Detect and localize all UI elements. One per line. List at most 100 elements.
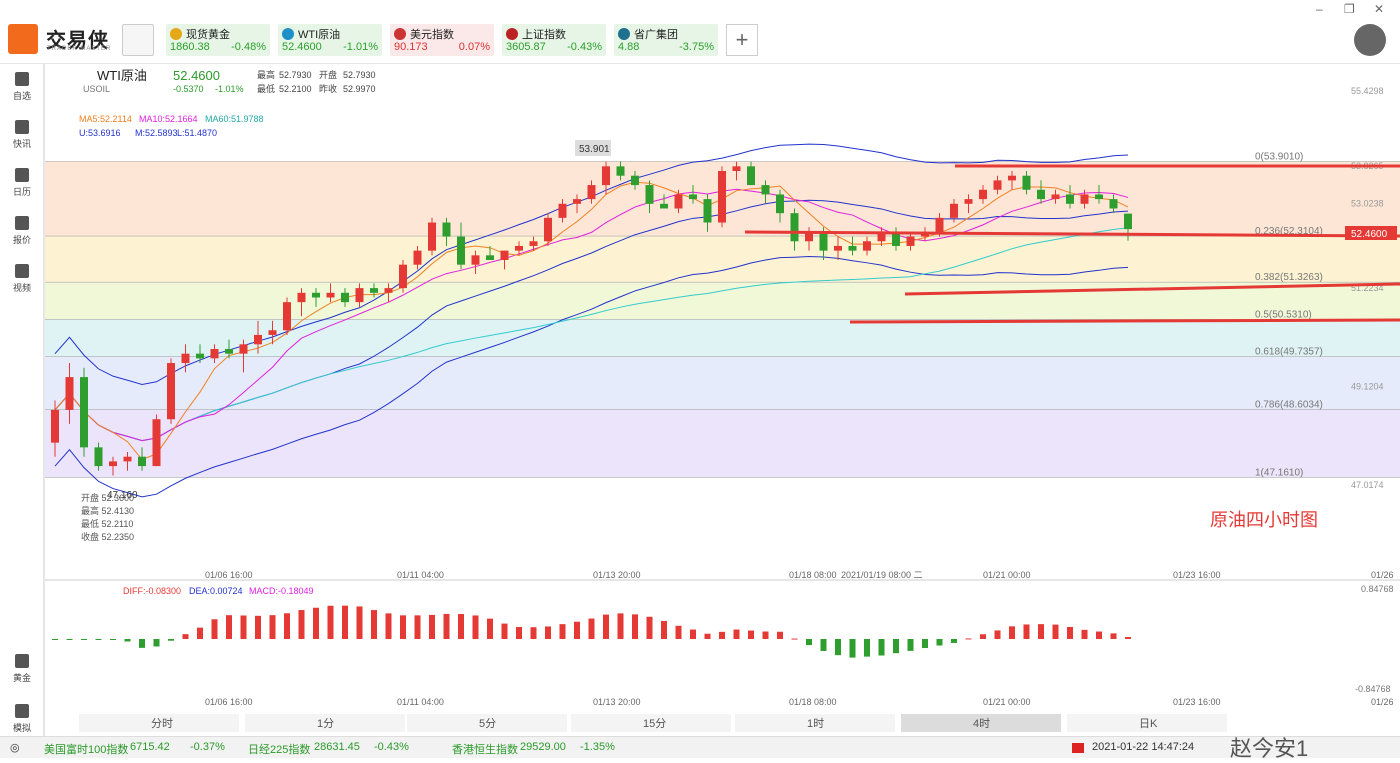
sidebar-item[interactable]: 模拟 (0, 704, 44, 734)
timeframe-label[interactable]: 4时 (973, 717, 990, 730)
ticker-card[interactable]: 省广集团 4.88 -3.75% (614, 24, 718, 56)
candle-body (703, 199, 712, 223)
timeframe-tab[interactable] (79, 714, 239, 732)
ticker-card[interactable]: WTI原油 52.4600 -1.01% (278, 24, 382, 56)
ticker-card[interactable]: 现货黄金 1860.38 -0.48% (166, 24, 270, 56)
ticker-icon (618, 28, 630, 40)
x-axis-label-lower: 01/06 16:00 (205, 697, 253, 707)
timeframe-label[interactable]: 15分 (643, 717, 666, 730)
macd-bar (777, 631, 783, 639)
footer-index-price: 28631.45 (314, 741, 360, 753)
sidebar-item[interactable]: 报价 (0, 216, 44, 246)
candle-body (964, 199, 973, 204)
candle-body (776, 194, 784, 214)
user-avatar[interactable] (1354, 24, 1386, 56)
timeframe-tab[interactable] (1067, 714, 1227, 732)
restore-icon[interactable]: ❐ (1344, 2, 1355, 16)
ticker-change: -0.43% (567, 41, 602, 53)
timeframe-label[interactable]: 1分 (317, 717, 334, 730)
ticker-card[interactable]: 美元指数 90.173 0.07% (390, 24, 494, 56)
timeframe-label[interactable]: 分时 (151, 717, 173, 730)
macd-bar (81, 639, 87, 640)
sidebar-icon (15, 168, 29, 182)
fib-label: 0.236(52.3104) (1255, 226, 1323, 237)
ma10-line (54, 188, 1129, 442)
timeframe-tab[interactable] (571, 714, 731, 732)
footer-index-name[interactable]: 美国富时100指数 (44, 744, 129, 756)
candle-body (399, 264, 407, 289)
macd-bar (1081, 629, 1088, 639)
footer-index-name[interactable]: 香港恒生指数 (452, 744, 518, 756)
macd-bar (342, 605, 348, 639)
macd-bar (139, 639, 145, 648)
minimize-icon[interactable]: – (1316, 2, 1323, 16)
macd-bar (820, 639, 827, 651)
ma5-line (54, 181, 1129, 461)
candle-body (529, 241, 538, 246)
timeframe-label[interactable]: 1时 (807, 717, 824, 730)
candle-body (370, 288, 378, 293)
timeframe-tab[interactable] (407, 714, 567, 732)
candle-body (1037, 189, 1045, 200)
candle-body (747, 166, 755, 186)
candle-body (210, 348, 219, 359)
symbol-change: -0.5370 (173, 84, 204, 94)
close-icon[interactable]: ✕ (1374, 2, 1385, 16)
headset-icon[interactable]: ◎ (10, 742, 20, 754)
macd-bar (530, 627, 537, 639)
macd-bar (893, 639, 899, 654)
candle-body (848, 245, 857, 251)
macd-bar (907, 639, 914, 651)
ma-legend: U:53.6916 (79, 128, 121, 138)
candle-body (1109, 199, 1118, 209)
macd-bar (1067, 627, 1073, 639)
ticker-change: -1.01% (343, 41, 378, 53)
sidebar-item[interactable]: 自选 (0, 72, 44, 102)
sidebar-item[interactable]: 快讯 (0, 120, 44, 150)
ma60-line (54, 227, 1129, 442)
macd-bar (211, 619, 218, 639)
ticker-change: -3.75% (679, 41, 714, 53)
chart-area[interactable]: 0(53.9010) 0.236(52.3104) 0.382(51.3263) 0.… (44, 64, 1400, 736)
candle-body (602, 166, 610, 186)
sidebar-item[interactable]: 黄金 (0, 654, 44, 684)
fib-label: 0.786(48.6034) (1255, 400, 1323, 411)
macd-bar (1110, 633, 1117, 639)
peak-label: 53.901 (579, 144, 610, 155)
macd-bar (458, 614, 464, 639)
candle-body (471, 255, 480, 265)
candle-body (326, 292, 335, 298)
candle-body (80, 377, 88, 448)
add-ticker-button[interactable]: + (726, 24, 758, 56)
timeframe-tab[interactable] (901, 714, 1061, 732)
candle-body (500, 250, 509, 261)
candle-body (718, 171, 726, 223)
candle-body (515, 245, 523, 251)
grid-view-button[interactable] (122, 24, 154, 56)
timeframe-tab[interactable] (735, 714, 895, 732)
timeframe-label[interactable]: 5分 (479, 717, 496, 730)
macd-bar (980, 634, 986, 639)
x-axis-label-lower: 01/21 00:00 (983, 697, 1031, 707)
timeframe-label[interactable]: 日K (1139, 718, 1158, 730)
sidebar-item[interactable]: 视频 (0, 264, 44, 294)
ticker-icon (282, 28, 294, 40)
candle-body (993, 180, 1002, 190)
timeframe-tab[interactable] (245, 714, 405, 732)
candle-body (428, 222, 436, 251)
x-axis-label: 01/06 16:00 (205, 570, 253, 580)
logo-icon (8, 24, 38, 54)
footer-index-name[interactable]: 日经225指数 (248, 744, 311, 756)
ticker-card[interactable]: 上证指数 3605.87 -0.43% (502, 24, 606, 56)
macd-bar (791, 638, 798, 640)
ticker-name: 现货黄金 (186, 29, 230, 41)
candle-body (457, 236, 465, 265)
sidebar-item[interactable]: 日历 (0, 168, 44, 198)
macd-bar (603, 614, 609, 639)
macd-bar (240, 615, 247, 639)
candle-body (268, 330, 277, 335)
macd-bar (864, 639, 870, 657)
footer-index-change: -0.37% (190, 741, 225, 753)
candle-body (123, 456, 132, 462)
macd-bar (994, 630, 1001, 639)
